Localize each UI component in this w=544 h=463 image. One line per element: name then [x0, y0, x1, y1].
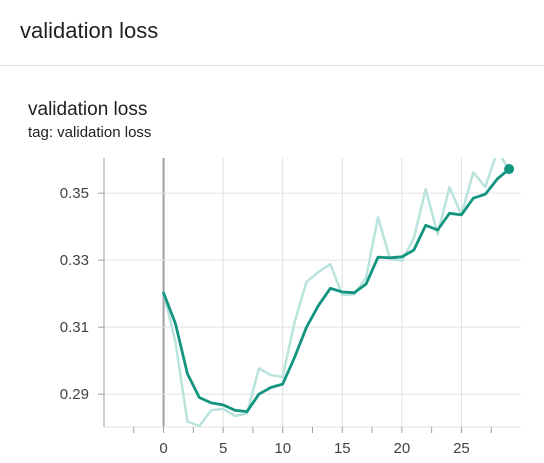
chart-card-title: validation loss [28, 99, 148, 120]
x-tick-label: 0 [159, 440, 167, 457]
smoothed-series-line [162, 167, 511, 414]
x-tick-label: 5 [219, 440, 227, 457]
y-tick-label: 0.33 [60, 252, 89, 269]
x-tick-label: 20 [394, 440, 411, 457]
y-tick-label: 0.31 [60, 319, 89, 336]
y-tick-label: 0.29 [60, 386, 89, 403]
page-title: validation loss [20, 18, 159, 43]
chart-tag-label: tag: validation loss [28, 124, 152, 141]
y-tick-label: 0.35 [60, 185, 89, 202]
x-tick-label: 10 [274, 440, 291, 457]
x-tick-label: 15 [334, 440, 351, 457]
raw-series-line [162, 158, 511, 427]
last-point-marker[interactable] [504, 164, 515, 175]
page-header: validation loss [0, 0, 544, 66]
x-tick-label: 25 [453, 440, 470, 457]
